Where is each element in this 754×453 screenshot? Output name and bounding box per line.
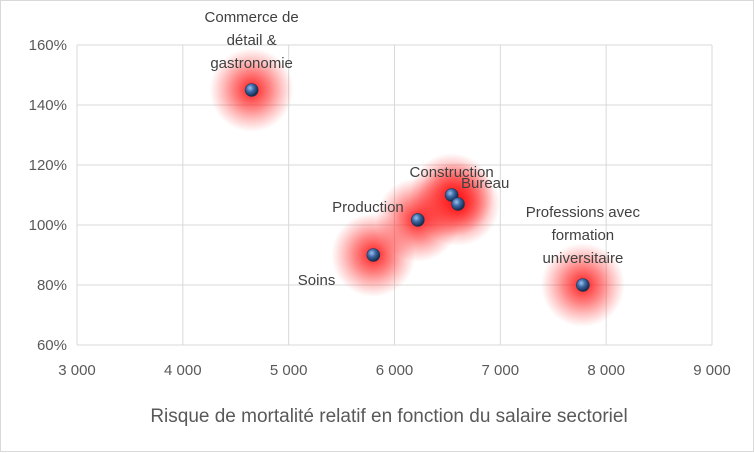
x-tick-label: 7 000 [482, 362, 520, 379]
x-tick-label: 5 000 [270, 362, 308, 379]
point-label: Bureau [461, 175, 509, 192]
y-tick-label: 80% [37, 277, 67, 294]
data-point [576, 278, 590, 292]
x-axis-title: Risque de mortalité relatif en fonction … [150, 406, 627, 427]
x-tick-label: 3 000 [58, 362, 96, 379]
y-tick-label: 160% [29, 37, 67, 54]
y-tick-label: 140% [29, 97, 67, 114]
y-tick-label: 100% [29, 217, 67, 234]
point-label: Professions avec formation universitaire [526, 204, 641, 267]
point-label: Production [332, 199, 404, 216]
y-tick-label: 60% [37, 337, 67, 354]
point-label: Soins [298, 272, 336, 289]
x-tick-label: 6 000 [376, 362, 414, 379]
data-point [451, 197, 465, 211]
point-labels: Commerce de détail & gastronomie Constructi… [205, 9, 641, 289]
data-point [244, 83, 259, 97]
x-tick-label: 9 000 [693, 362, 731, 379]
point-label: Construction [410, 164, 494, 181]
point-label: Commerce de détail & gastronomie [205, 9, 299, 72]
data-point [410, 213, 425, 227]
x-tick-label: 4 000 [164, 362, 202, 379]
x-tick-label: 8 000 [587, 362, 625, 379]
y-tick-label: 120% [29, 157, 67, 174]
data-point [366, 248, 381, 262]
y-axis-ticks: 60% 80% 100% 120% 140% 160% [29, 37, 67, 354]
x-axis-ticks: 3 000 4 000 5 000 6 000 7 000 8 000 9 000 [58, 362, 731, 379]
data-points [244, 83, 590, 292]
